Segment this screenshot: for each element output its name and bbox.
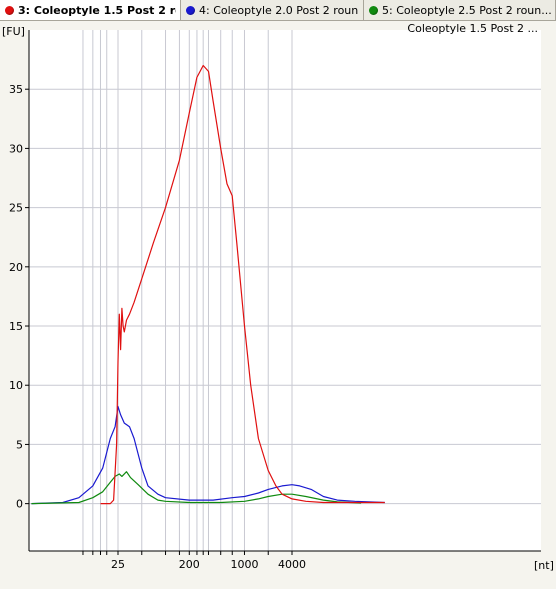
- trace-sample-5: [31, 471, 362, 505]
- sample-tab-5[interactable]: 5: Coleoptyle 2.5 Post 2 roun...: [364, 0, 556, 20]
- y-tick-label: 25: [9, 202, 23, 215]
- grid-lines: [29, 30, 541, 551]
- sample-tab-4[interactable]: 4: Coleoptyle 2.0 Post 2 roun...: [181, 0, 364, 20]
- plot-area: [29, 30, 541, 551]
- sample-color-dot-icon: [186, 5, 195, 15]
- y-tick-label: 0: [16, 498, 23, 511]
- x-tick-label: 25: [111, 558, 125, 571]
- y-tick-label: 5: [16, 438, 23, 451]
- sample-tab-bar: 3: Coleoptyle 1.5 Post 2 ro... 4: Coleopt…: [0, 0, 556, 21]
- traces: [31, 64, 385, 505]
- y-axis-unit-label: [FU]: [2, 25, 25, 38]
- y-tick-label: 20: [9, 261, 23, 274]
- sample-color-dot-icon: [5, 5, 14, 15]
- y-tick-label: 10: [9, 379, 23, 392]
- electropherogram-panel: 0 5 10 15 20 25 30 35 25 200 1000 4000 [FU] [nt] Co…: [0, 21, 556, 586]
- sample-tab-label: 4: Coleoptyle 2.0 Post 2 roun...: [199, 3, 359, 17]
- chart-title: Coleoptyle 1.5 Post 2 ...: [407, 22, 538, 35]
- sample-tab-label: 5: Coleoptyle 2.5 Post 2 roun...: [382, 3, 551, 17]
- sample-color-dot-icon: [369, 5, 378, 15]
- trace-sample-3: [100, 64, 385, 505]
- x-tick-label: 4000: [278, 558, 306, 571]
- x-tick-label: 1000: [230, 558, 258, 571]
- electropherogram-chart: 0 5 10 15 20 25 30 35 25 200 1000 4000 [FU] [nt] Co…: [2, 22, 554, 572]
- y-tick-label: 30: [9, 142, 23, 155]
- sample-tab-3[interactable]: 3: Coleoptyle 1.5 Post 2 ro...: [0, 0, 181, 20]
- sample-tab-label: 3: Coleoptyle 1.5 Post 2 ro...: [18, 3, 176, 17]
- y-tick-label: 35: [9, 83, 23, 96]
- x-axis-unit-label: [nt]: [534, 559, 554, 572]
- y-tick-label: 15: [9, 320, 23, 333]
- trace-sample-4: [31, 405, 385, 505]
- axes: 0 5 10 15 20 25 30 35 25 200 1000 4000: [9, 30, 541, 571]
- x-tick-label: 200: [179, 558, 200, 571]
